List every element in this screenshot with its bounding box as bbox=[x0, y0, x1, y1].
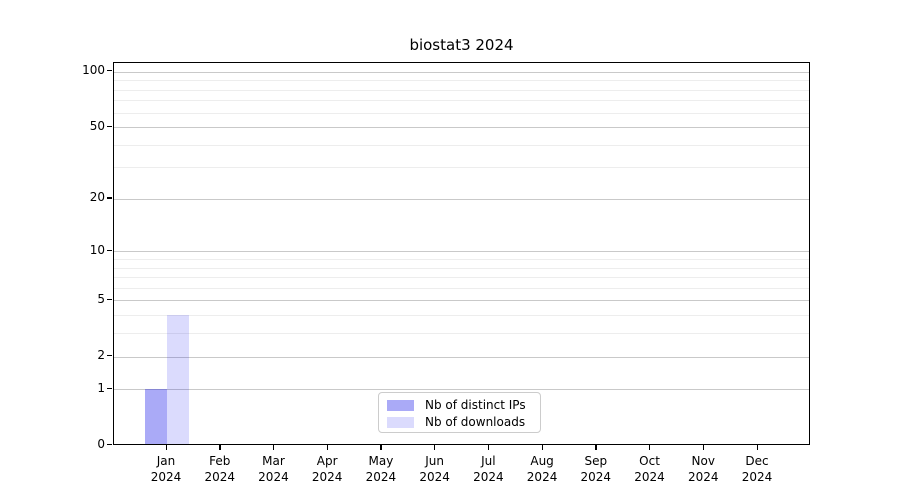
x-tick-mark-6 bbox=[434, 444, 436, 450]
gridline-major-2 bbox=[114, 356, 809, 358]
y-tick-mark-0 bbox=[107, 444, 112, 446]
chart-title: biostat3 2024 bbox=[409, 36, 514, 54]
y-tick-label-1: 1 bbox=[97, 380, 105, 395]
y-tick-mark-10 bbox=[107, 249, 112, 252]
x-tick-label-year-jul: 2024 bbox=[473, 470, 504, 484]
x-tick-label-year-dec: 2024 bbox=[741, 470, 773, 484]
x-tick-mark-1 bbox=[165, 444, 167, 450]
gridline-minor-7 bbox=[114, 277, 809, 279]
x-tick-mark-12 bbox=[756, 444, 758, 450]
gridline-minor-6 bbox=[114, 287, 809, 289]
gridline-minor-8 bbox=[114, 267, 809, 269]
gridline-major-20 bbox=[114, 198, 809, 200]
y-tick-label-50: 50 bbox=[89, 118, 105, 133]
x-tick-label-month-aug: Aug bbox=[530, 454, 554, 468]
legend-swatch-distinct-ips bbox=[387, 399, 414, 411]
gridline-major-5 bbox=[114, 300, 809, 302]
x-tick-label-year-mar: 2024 bbox=[258, 470, 289, 484]
y-tick-mark-50 bbox=[107, 125, 112, 127]
y-tick-label-10: 10 bbox=[89, 242, 105, 257]
legend-swatch-downloads bbox=[387, 416, 414, 428]
gridline-major-50 bbox=[114, 127, 809, 129]
y-tick-label-5: 5 bbox=[97, 291, 105, 306]
x-tick-label-year-sep: 2024 bbox=[580, 470, 612, 484]
x-tick-label-month-dec: Dec bbox=[745, 454, 769, 468]
bar-distinct-ips-jan bbox=[145, 389, 167, 445]
legend-label-downloads: Nb of downloads bbox=[425, 415, 526, 429]
plot-area bbox=[113, 62, 810, 445]
gridline-minor-4 bbox=[114, 315, 809, 317]
x-tick-mark-9 bbox=[595, 444, 597, 450]
x-tick-label-year-jun: 2024 bbox=[419, 470, 450, 484]
x-tick-label-month-jun: Jun bbox=[425, 454, 444, 468]
x-tick-label-year-oct: 2024 bbox=[634, 470, 665, 484]
legend-entry-distinct-ips: Nb of distinct IPs bbox=[379, 397, 540, 413]
y-tick-label-2: 2 bbox=[97, 348, 105, 362]
gridline-minor-80 bbox=[114, 89, 809, 91]
x-tick-label-year-may: 2024 bbox=[365, 470, 397, 484]
x-tick-label-month-sep: Sep bbox=[584, 454, 608, 468]
gridline-minor-30 bbox=[114, 167, 809, 169]
x-tick-mark-7 bbox=[487, 444, 490, 450]
x-tick-label-year-feb: 2024 bbox=[204, 470, 235, 484]
x-tick-label-month-nov: Nov bbox=[691, 454, 715, 468]
x-tick-mark-2 bbox=[219, 444, 221, 450]
y-tick-label-20: 20 bbox=[89, 190, 105, 205]
legend-label-distinct-ips: Nb of distinct IPs bbox=[425, 398, 526, 412]
gridline-major-100 bbox=[114, 71, 809, 73]
x-tick-label-month-may: May bbox=[368, 454, 394, 468]
x-tick-label-year-jan: 2024 bbox=[150, 470, 182, 484]
gridline-minor-3 bbox=[114, 333, 809, 335]
gridline-minor-60 bbox=[114, 112, 809, 114]
legend-entry-downloads: Nb of downloads bbox=[379, 414, 540, 430]
y-tick-mark-20 bbox=[107, 197, 112, 199]
y-tick-mark-2 bbox=[107, 355, 112, 357]
gridline-major-1 bbox=[114, 389, 809, 391]
x-tick-mark-3 bbox=[272, 444, 275, 450]
bar-downloads-jan bbox=[167, 315, 189, 445]
x-tick-label-month-jan: Jan bbox=[156, 454, 176, 468]
x-tick-mark-5 bbox=[380, 444, 382, 450]
x-tick-label-year-nov: 2024 bbox=[687, 470, 719, 484]
x-tick-label-month-oct: Oct bbox=[639, 454, 660, 468]
x-tick-label-month-jul: Jul bbox=[481, 454, 496, 468]
x-tick-label-month-mar: Mar bbox=[262, 454, 285, 468]
gridline-major-10 bbox=[114, 251, 809, 253]
gridline-minor-90 bbox=[114, 80, 809, 82]
legend: Nb of distinct IPs Nb of downloads bbox=[378, 392, 541, 433]
y-tick-mark-5 bbox=[107, 298, 112, 301]
gridline-minor-9 bbox=[114, 258, 809, 260]
x-tick-mark-8 bbox=[541, 444, 543, 450]
x-tick-mark-11 bbox=[702, 444, 705, 450]
y-tick-label-0: 0 bbox=[97, 437, 105, 451]
y-tick-mark-100 bbox=[107, 70, 112, 72]
x-tick-mark-4 bbox=[326, 444, 328, 450]
x-tick-label-month-feb: Feb bbox=[209, 454, 231, 468]
gridline-minor-70 bbox=[114, 100, 809, 102]
x-tick-mark-10 bbox=[649, 444, 651, 450]
gridline-minor-40 bbox=[114, 144, 809, 146]
y-tick-mark-1 bbox=[107, 387, 112, 390]
x-tick-label-month-apr: Apr bbox=[316, 454, 338, 468]
x-tick-label-year-aug: 2024 bbox=[526, 470, 558, 484]
x-tick-label-year-apr: 2024 bbox=[311, 470, 343, 484]
y-tick-label-100: 100 bbox=[82, 63, 105, 78]
